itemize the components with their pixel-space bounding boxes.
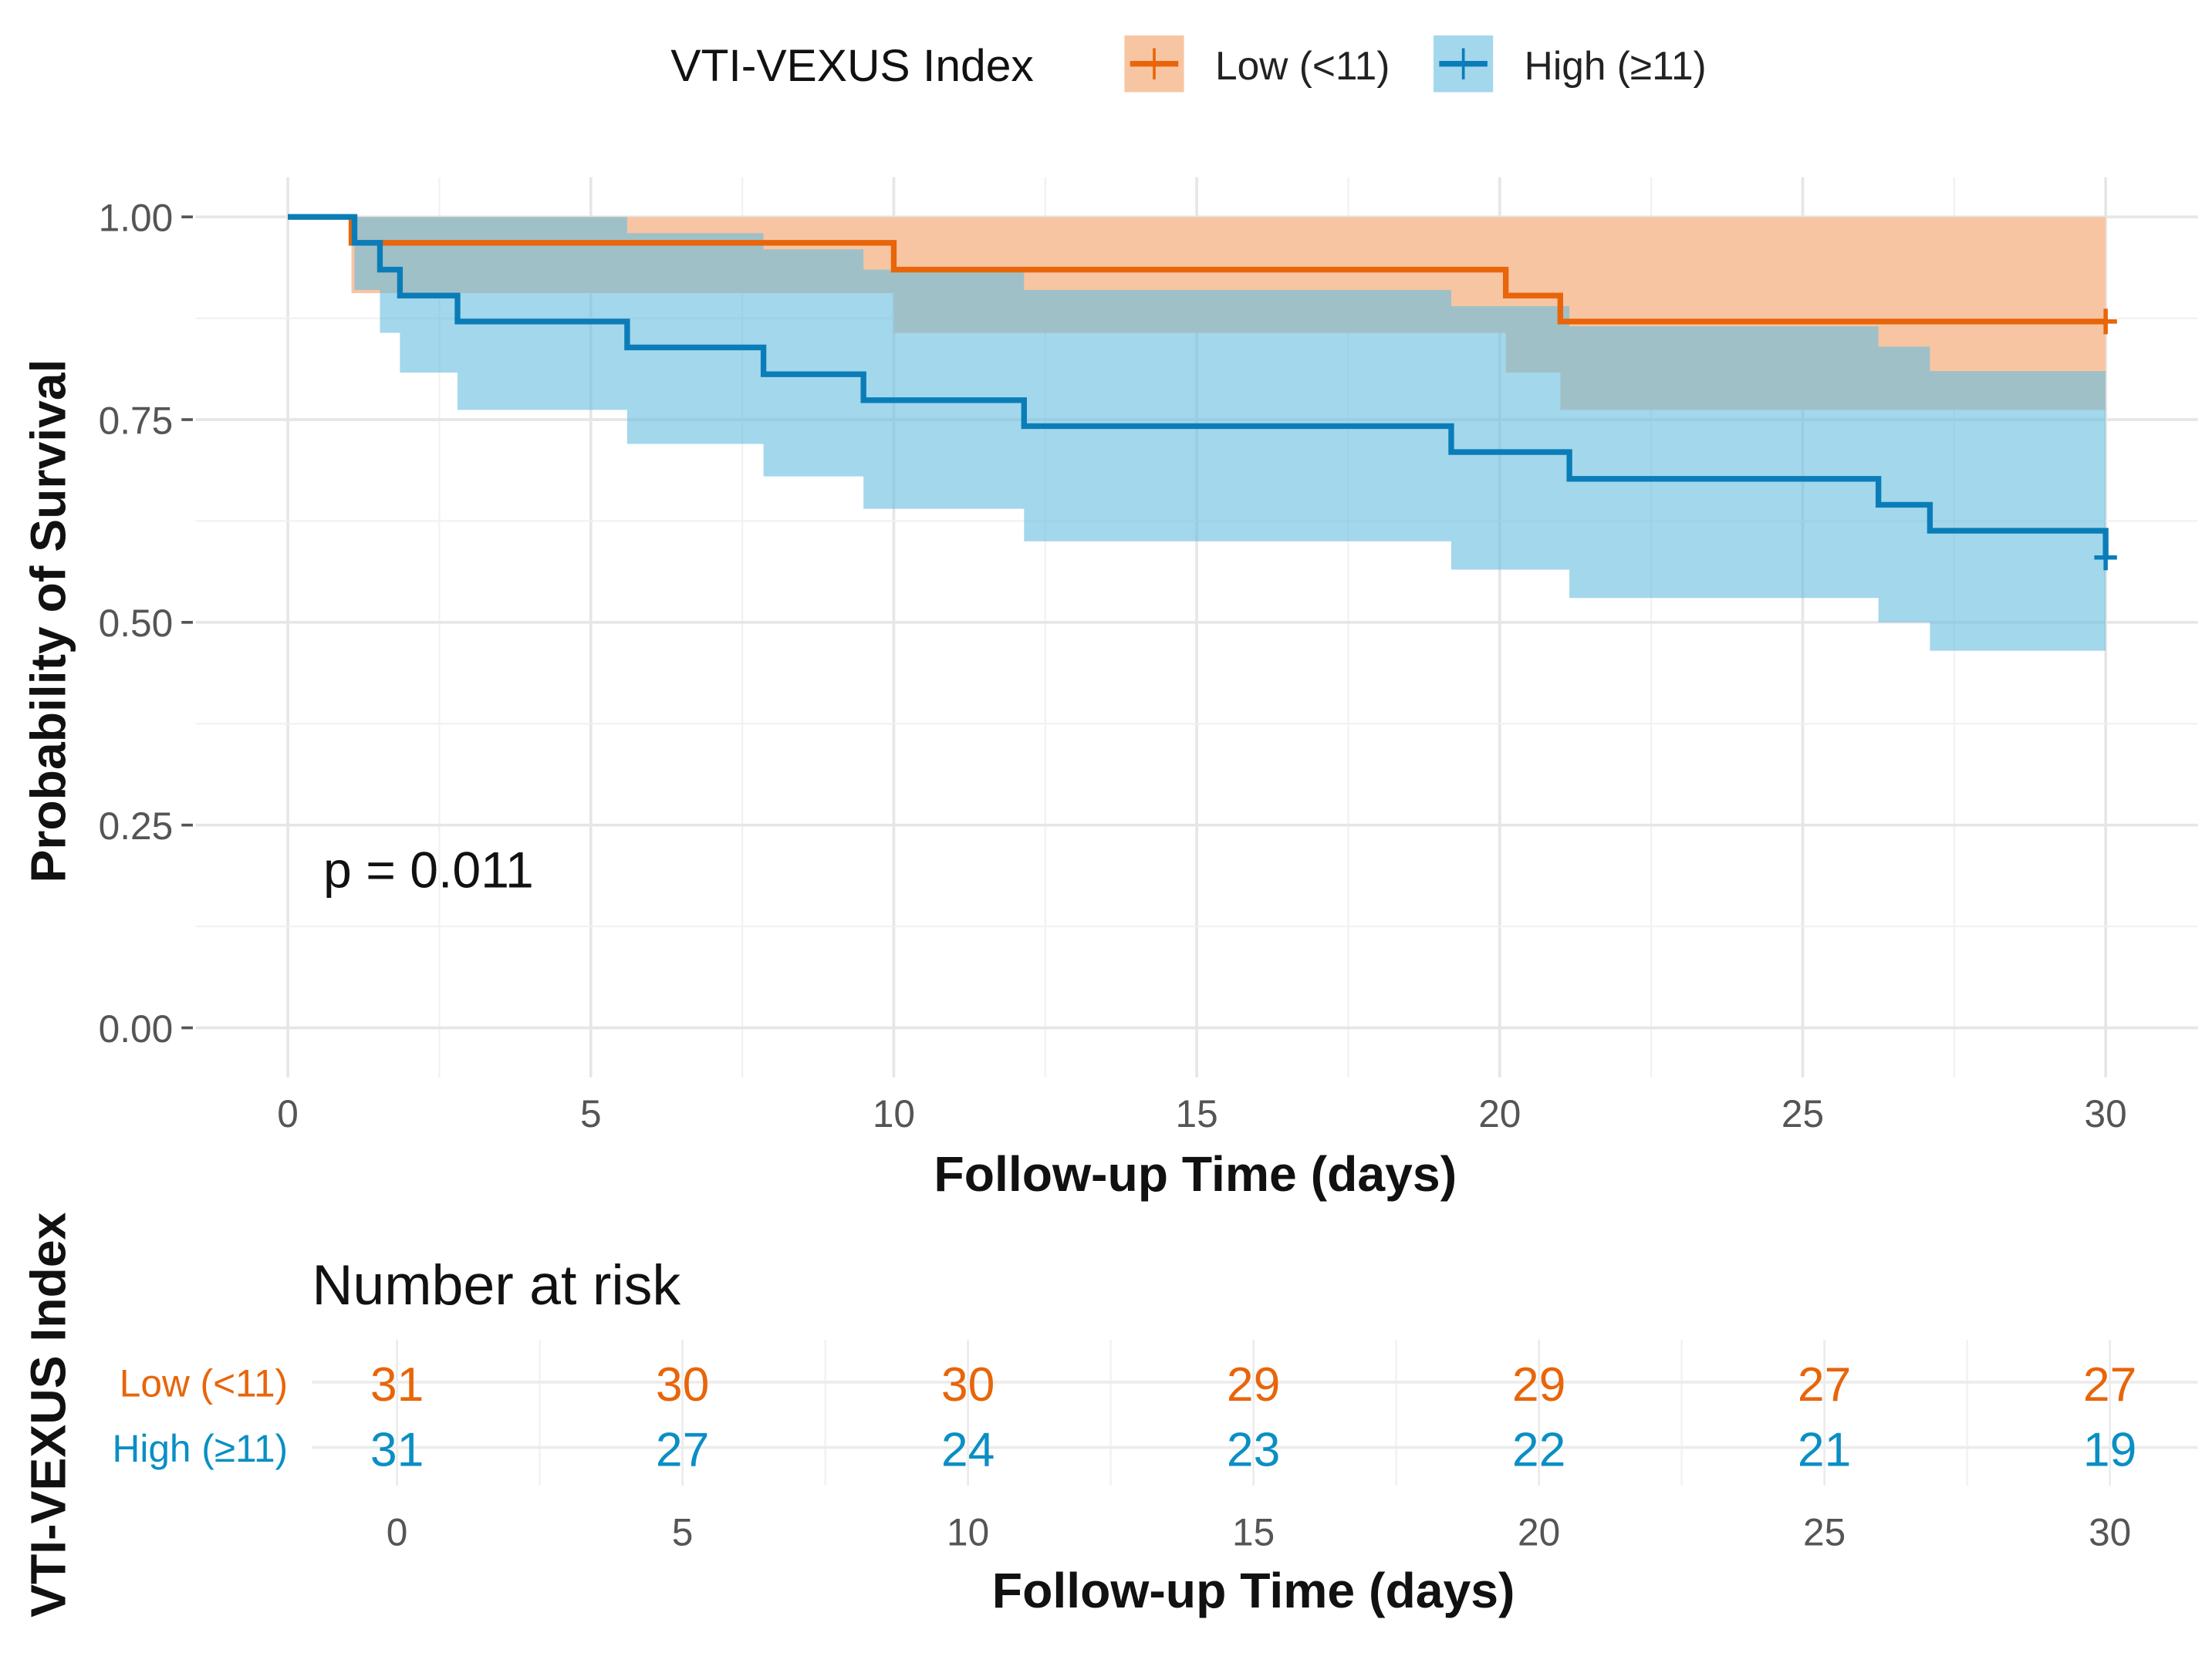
p-value-annotation: p = 0.011 bbox=[323, 842, 534, 899]
risk-count-low: 29 bbox=[1227, 1358, 1280, 1412]
survival-curves bbox=[288, 214, 2117, 571]
x-tick-label: 5 bbox=[580, 1092, 602, 1135]
x-tick-label: 30 bbox=[2085, 1092, 2127, 1135]
x-tick-label: 0 bbox=[277, 1092, 299, 1135]
risk-row-label-low: Low (<11) bbox=[120, 1361, 288, 1405]
risk-count-high: 23 bbox=[1227, 1422, 1280, 1476]
legend: VTI-VEXUS Index Low (<11) High (≥11) bbox=[670, 35, 1707, 93]
risk-table-x-title: Follow-up Time (days) bbox=[992, 1563, 1515, 1618]
legend-label-low: Low (<11) bbox=[1215, 43, 1390, 88]
x-tick-label: 20 bbox=[1478, 1092, 1521, 1135]
risk-x-tick-label: 20 bbox=[1518, 1510, 1560, 1553]
risk-count-high: 22 bbox=[1512, 1422, 1565, 1476]
legend-title: VTI-VEXUS Index bbox=[670, 41, 1034, 91]
risk-table-y-title: VTI-VEXUS Index bbox=[21, 1212, 76, 1618]
risk-x-tick-label: 30 bbox=[2089, 1510, 2131, 1553]
risk-count-high: 21 bbox=[1798, 1422, 1851, 1476]
y-axis-title: Probability of Survival bbox=[21, 359, 76, 882]
x-axis-title: Follow-up Time (days) bbox=[934, 1146, 1457, 1202]
risk-x-tick-label: 0 bbox=[387, 1510, 408, 1553]
risk-count-high: 27 bbox=[656, 1422, 709, 1476]
risk-row-label-high: High (≥11) bbox=[113, 1427, 289, 1470]
y-tick-label: 0.75 bbox=[99, 399, 174, 442]
risk-x-tick-label: 15 bbox=[1232, 1510, 1275, 1553]
risk-table-cells: Low (<11) 31 30 30 29 29 27 27 High (≥11) 31 27 24 2… bbox=[113, 1358, 2137, 1553]
x-tick-label: 10 bbox=[873, 1092, 915, 1135]
x-tick-label: 25 bbox=[1781, 1092, 1824, 1135]
risk-x-tick-label: 5 bbox=[672, 1510, 694, 1553]
risk-count-high: 19 bbox=[2083, 1422, 2136, 1476]
risk-table: VTI-VEXUS Index Number at risk Low (<11)… bbox=[21, 1212, 2198, 1618]
risk-count-low: 31 bbox=[370, 1358, 424, 1412]
risk-count-low: 27 bbox=[2083, 1358, 2136, 1412]
y-tick-label: 1.00 bbox=[99, 197, 174, 240]
risk-x-tick-label: 10 bbox=[947, 1510, 989, 1553]
x-tick-label: 15 bbox=[1176, 1092, 1218, 1135]
risk-x-tick-label: 25 bbox=[1803, 1510, 1846, 1553]
risk-count-low: 29 bbox=[1512, 1358, 1565, 1412]
risk-count-high: 31 bbox=[370, 1422, 424, 1476]
risk-table-grid bbox=[312, 1339, 2198, 1486]
risk-count-low: 27 bbox=[1798, 1358, 1851, 1412]
x-axis-ticks: 0 5 10 15 20 25 30 bbox=[277, 1092, 2126, 1135]
y-tick-label: 0.25 bbox=[99, 805, 174, 848]
risk-table-title: Number at risk bbox=[312, 1253, 680, 1317]
y-tick-label: 0.50 bbox=[99, 602, 174, 645]
y-tick-label: 0.00 bbox=[99, 1007, 174, 1051]
risk-count-low: 30 bbox=[941, 1358, 995, 1412]
risk-count-high: 24 bbox=[941, 1422, 995, 1476]
y-axis-ticks: 0.00 0.25 0.50 0.75 1.00 bbox=[99, 197, 193, 1051]
ci-band-high bbox=[288, 217, 2106, 651]
confidence-bands bbox=[288, 217, 2106, 651]
risk-count-low: 30 bbox=[656, 1358, 709, 1412]
survival-curve-low bbox=[288, 214, 2106, 325]
survival-curve-high bbox=[288, 214, 2109, 558]
legend-label-high: High (≥11) bbox=[1525, 43, 1707, 88]
